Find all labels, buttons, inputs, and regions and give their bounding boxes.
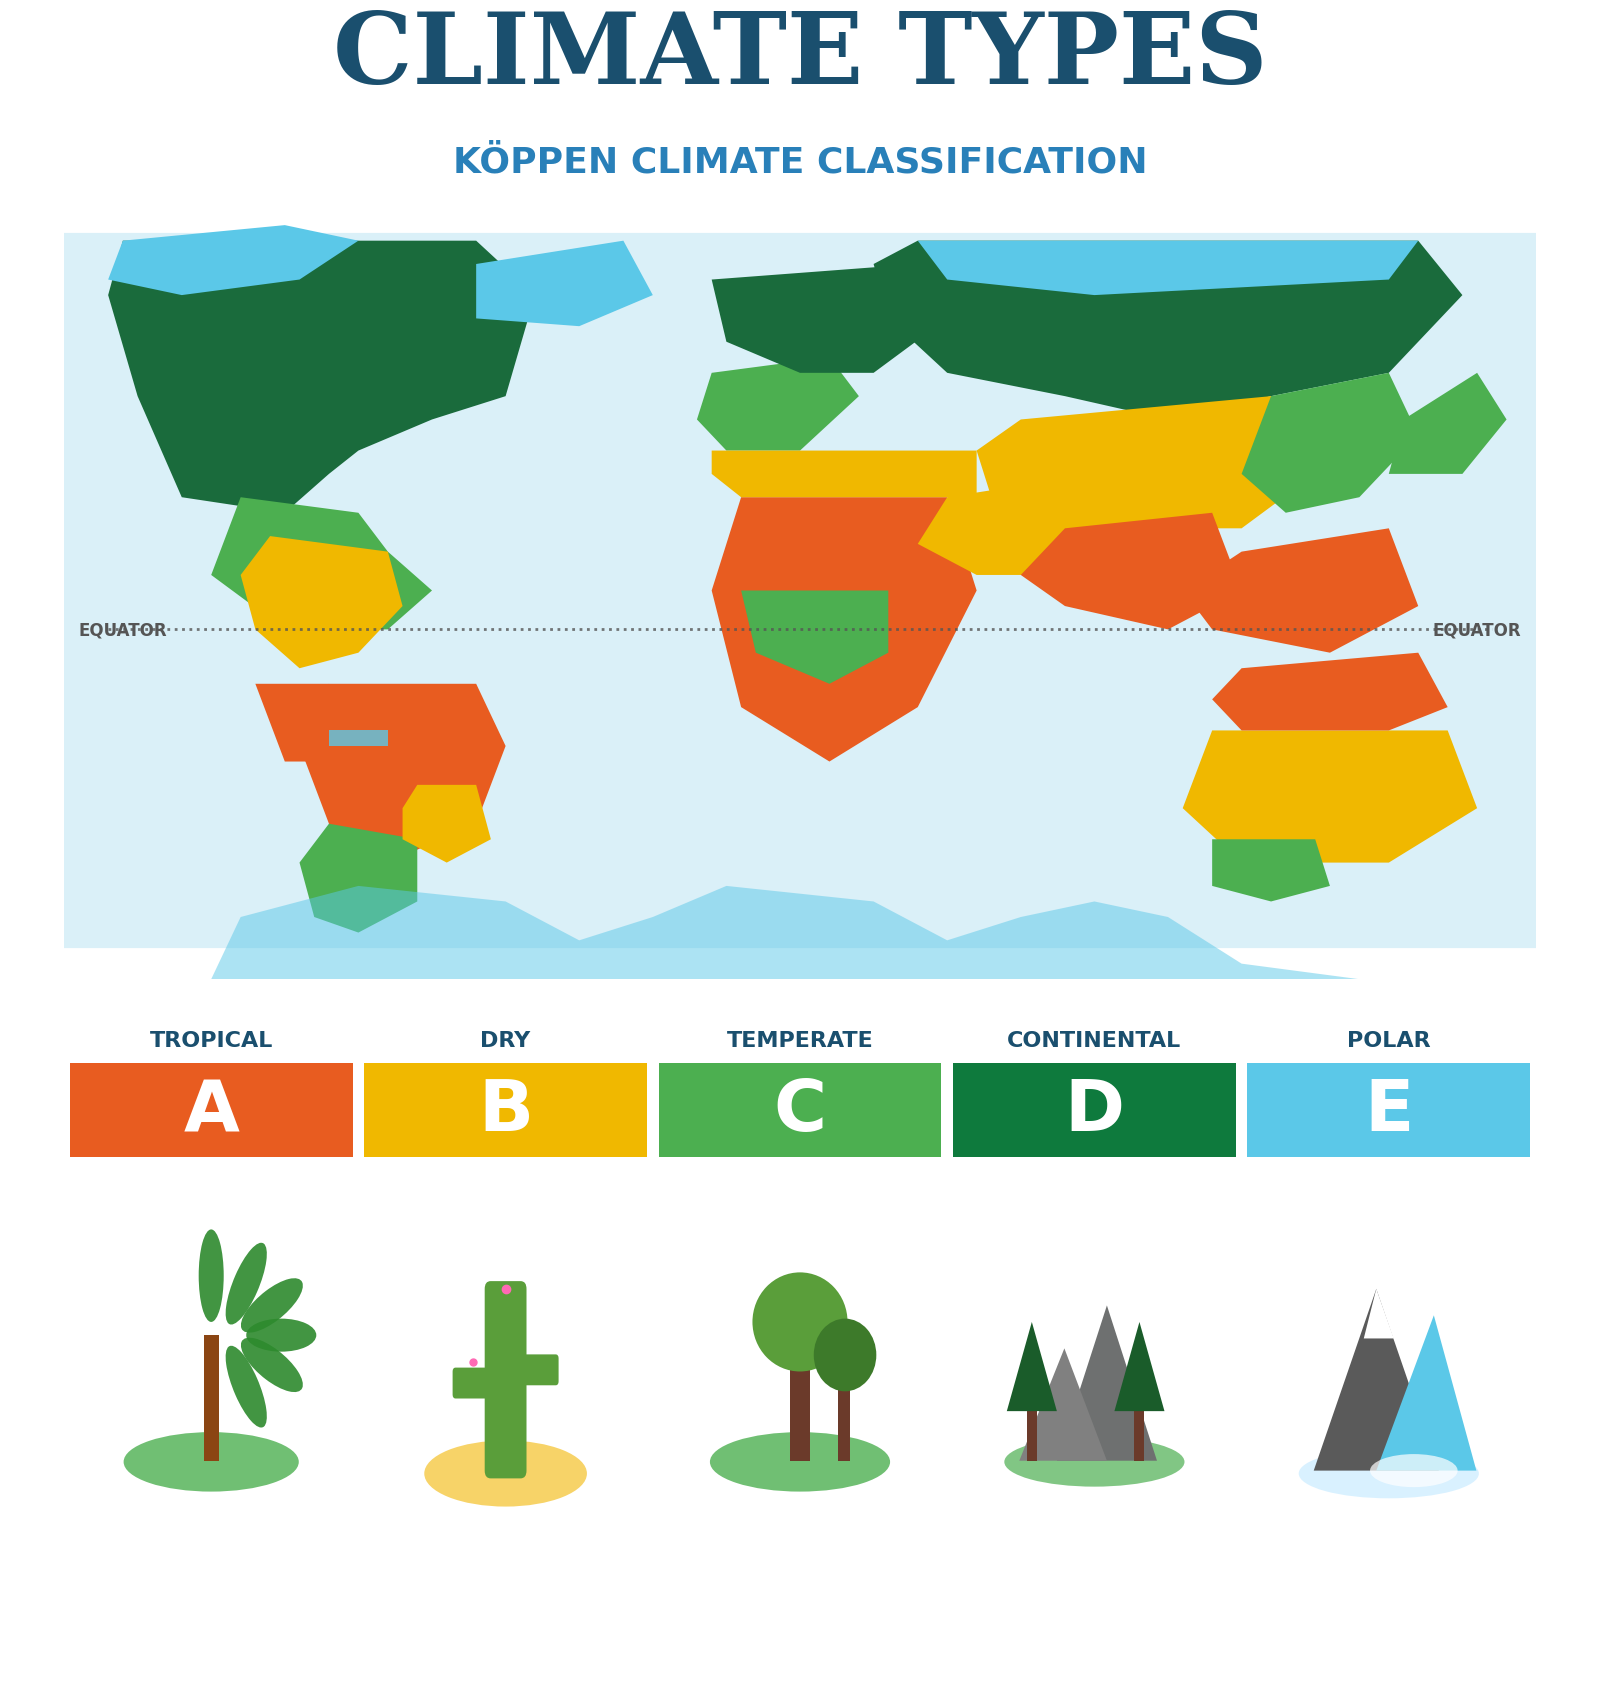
Polygon shape [1006, 1322, 1058, 1412]
Ellipse shape [198, 1230, 224, 1322]
FancyBboxPatch shape [50, 233, 1550, 949]
Polygon shape [712, 265, 947, 373]
Polygon shape [976, 397, 1315, 529]
Polygon shape [211, 887, 1360, 980]
Polygon shape [1314, 1289, 1438, 1471]
Polygon shape [109, 226, 358, 296]
Ellipse shape [814, 1319, 877, 1392]
Polygon shape [1213, 654, 1448, 731]
Ellipse shape [242, 1338, 302, 1392]
Polygon shape [874, 242, 1462, 421]
Polygon shape [1058, 1306, 1157, 1461]
Polygon shape [712, 498, 976, 762]
Polygon shape [211, 498, 432, 630]
FancyBboxPatch shape [1027, 1412, 1037, 1461]
Polygon shape [240, 537, 403, 669]
Text: DRY: DRY [480, 1030, 531, 1051]
Text: C: C [773, 1076, 827, 1145]
Ellipse shape [246, 1319, 317, 1351]
Polygon shape [1021, 513, 1242, 630]
Text: E: E [1365, 1076, 1413, 1145]
Ellipse shape [242, 1279, 302, 1333]
Polygon shape [403, 785, 491, 863]
Ellipse shape [226, 1243, 267, 1324]
Polygon shape [918, 475, 1123, 576]
Ellipse shape [226, 1346, 267, 1427]
Polygon shape [741, 591, 888, 684]
FancyBboxPatch shape [954, 1064, 1235, 1157]
Polygon shape [256, 684, 358, 762]
FancyBboxPatch shape [365, 1064, 646, 1157]
Text: KÖPPEN CLIMATE CLASSIFICATION: KÖPPEN CLIMATE CLASSIFICATION [453, 145, 1147, 179]
Polygon shape [1389, 373, 1507, 475]
Polygon shape [109, 242, 534, 513]
Polygon shape [299, 684, 506, 863]
Polygon shape [1213, 839, 1330, 902]
Text: dreamstime.com: dreamstime.com [48, 1630, 237, 1650]
Polygon shape [299, 824, 418, 932]
Text: CLIMATE TYPES: CLIMATE TYPES [333, 8, 1267, 105]
Text: TROPICAL: TROPICAL [149, 1030, 274, 1051]
Polygon shape [712, 451, 976, 498]
Text: TEMPERATE: TEMPERATE [726, 1030, 874, 1051]
FancyBboxPatch shape [837, 1388, 850, 1461]
Polygon shape [1182, 529, 1418, 654]
FancyBboxPatch shape [790, 1361, 810, 1461]
FancyBboxPatch shape [453, 1368, 496, 1398]
Text: EQUATOR: EQUATOR [1432, 622, 1522, 638]
FancyBboxPatch shape [485, 1282, 526, 1478]
Text: EQUATOR: EQUATOR [78, 622, 168, 638]
FancyBboxPatch shape [515, 1355, 558, 1385]
Ellipse shape [1370, 1454, 1458, 1488]
Text: ID 162113619 © VectorMine: ID 162113619 © VectorMine [1274, 1630, 1552, 1648]
Ellipse shape [1005, 1437, 1184, 1486]
Ellipse shape [424, 1441, 587, 1507]
Polygon shape [477, 242, 653, 328]
Polygon shape [1115, 1322, 1165, 1412]
Text: CONTINENTAL: CONTINENTAL [1008, 1030, 1181, 1051]
FancyBboxPatch shape [70, 1064, 352, 1157]
Text: POLAR: POLAR [1347, 1030, 1430, 1051]
Ellipse shape [752, 1272, 848, 1371]
Ellipse shape [710, 1432, 890, 1491]
Polygon shape [1182, 731, 1477, 863]
Polygon shape [1242, 373, 1418, 513]
Ellipse shape [123, 1432, 299, 1491]
Polygon shape [1363, 1289, 1394, 1339]
FancyBboxPatch shape [1248, 1064, 1530, 1157]
FancyBboxPatch shape [1134, 1412, 1144, 1461]
Text: B: B [478, 1076, 533, 1145]
FancyBboxPatch shape [203, 1336, 219, 1461]
Polygon shape [918, 242, 1418, 296]
Polygon shape [1019, 1348, 1107, 1461]
Text: D: D [1064, 1076, 1125, 1145]
Ellipse shape [1299, 1449, 1478, 1498]
Polygon shape [330, 731, 387, 747]
Polygon shape [1376, 1316, 1477, 1471]
Polygon shape [698, 358, 859, 451]
FancyBboxPatch shape [659, 1064, 941, 1157]
Text: A: A [184, 1076, 238, 1145]
